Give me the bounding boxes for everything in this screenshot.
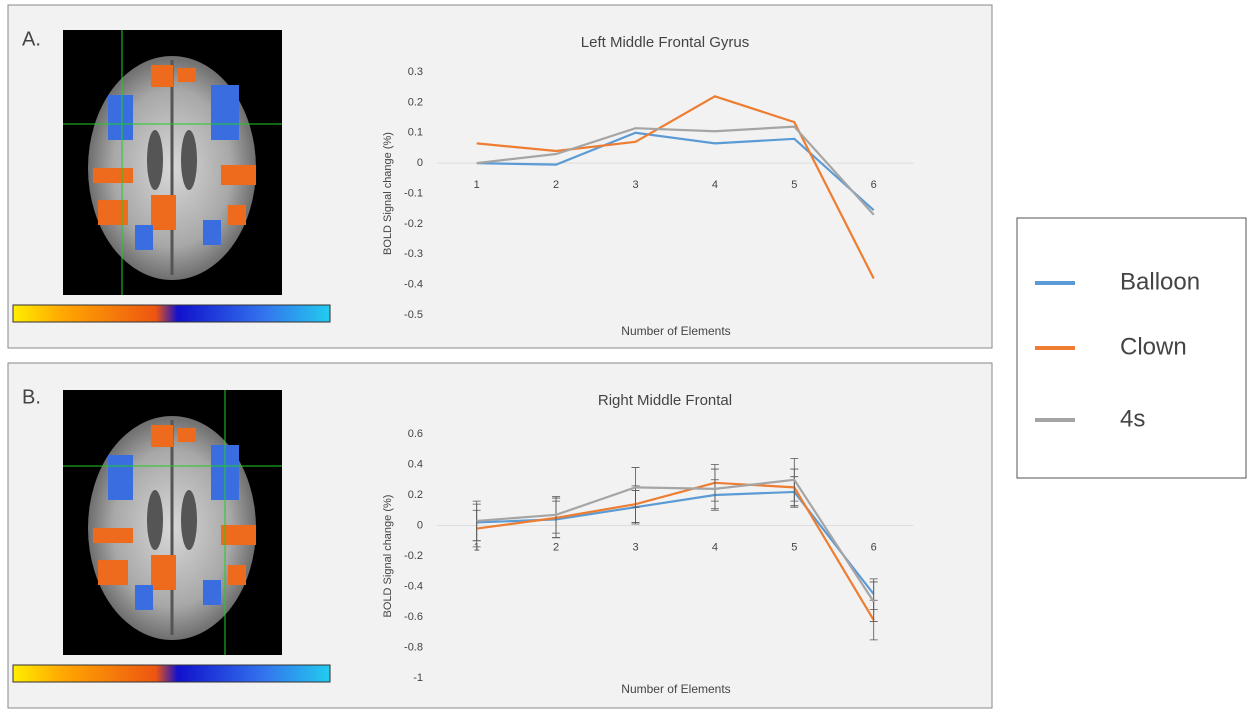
y-tick-label: 0.2 (408, 489, 423, 501)
x-tick-label: 1 (474, 179, 480, 191)
y-tick-label: 0 (417, 519, 423, 531)
x-tick-label: 2 (553, 179, 559, 191)
y-tick-label: -0.6 (404, 611, 423, 623)
x-tick-label: 4 (712, 541, 718, 553)
panel-label: B. (22, 386, 41, 408)
x-tick-label: 2 (553, 541, 559, 553)
y-tick-label: 0.1 (408, 127, 423, 139)
y-tick-label: -0.5 (404, 309, 423, 321)
y-tick-label: -0.8 (404, 641, 423, 653)
x-axis-label: Number of Elements (621, 682, 730, 696)
y-axis-label: BOLD Signal change (%) (382, 495, 394, 618)
x-axis-label: Number of Elements (621, 324, 730, 338)
y-axis-label: BOLD Signal change (%) (382, 132, 394, 255)
x-tick-label: 3 (632, 179, 638, 191)
brain-image (63, 30, 282, 295)
y-tick-label: 0.4 (408, 458, 423, 470)
y-tick-label: 0.2 (408, 96, 423, 108)
legend-label: Balloon (1120, 268, 1200, 295)
y-tick-label: -0.2 (404, 218, 423, 230)
y-tick-label: -0.2 (404, 550, 423, 562)
brain-image (63, 390, 282, 655)
legend-label: 4s (1120, 405, 1145, 432)
chart-title: Right Middle Frontal (598, 392, 732, 409)
y-tick-label: -0.4 (404, 580, 423, 592)
chart-title: Left Middle Frontal Gyrus (581, 34, 749, 51)
y-tick-label: -1 (413, 672, 423, 684)
y-tick-label: 0.6 (408, 428, 423, 440)
colorbar (13, 665, 330, 682)
y-tick-label: -0.1 (404, 187, 423, 199)
x-tick-label: 4 (712, 179, 718, 191)
panel-label: A. (22, 28, 41, 50)
x-tick-label: 6 (871, 179, 877, 191)
y-tick-label: 0.3 (408, 66, 423, 78)
x-tick-label: 3 (632, 541, 638, 553)
y-tick-label: 0 (417, 157, 423, 169)
x-tick-label: 5 (791, 541, 797, 553)
y-tick-label: -0.4 (404, 279, 423, 291)
y-tick-label: -0.3 (404, 248, 423, 260)
colorbar (13, 305, 330, 322)
x-tick-label: 6 (871, 541, 877, 553)
legend-label: Clown (1120, 333, 1187, 360)
figure: A. Left Middle Frontal Gyrus BOLD Signal c… (0, 0, 1248, 711)
x-tick-label: 5 (791, 179, 797, 191)
